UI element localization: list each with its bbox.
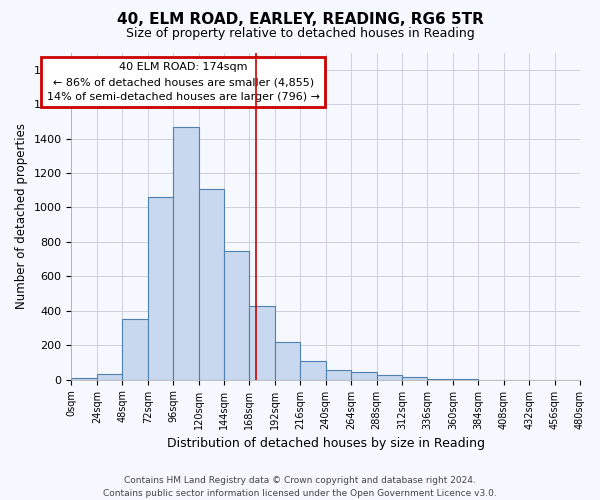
Text: Size of property relative to detached houses in Reading: Size of property relative to detached ho… bbox=[125, 28, 475, 40]
Bar bbox=[97, 374, 122, 380]
Text: 40, ELM ROAD, EARLEY, READING, RG6 5TR: 40, ELM ROAD, EARLEY, READING, RG6 5TR bbox=[116, 12, 484, 28]
Bar bbox=[402, 377, 427, 380]
Text: 40 ELM ROAD: 174sqm
← 86% of detached houses are smaller (4,855)
14% of semi-det: 40 ELM ROAD: 174sqm ← 86% of detached ho… bbox=[47, 62, 320, 102]
Bar bbox=[300, 361, 326, 380]
Bar bbox=[427, 379, 453, 380]
Bar bbox=[199, 188, 224, 380]
Bar bbox=[71, 378, 97, 380]
Bar bbox=[377, 376, 402, 380]
Bar bbox=[326, 370, 351, 380]
X-axis label: Distribution of detached houses by size in Reading: Distribution of detached houses by size … bbox=[167, 437, 485, 450]
Bar bbox=[173, 126, 199, 380]
Bar bbox=[250, 306, 275, 380]
Y-axis label: Number of detached properties: Number of detached properties bbox=[15, 123, 28, 309]
Bar bbox=[453, 379, 478, 380]
Text: Contains HM Land Registry data © Crown copyright and database right 2024.
Contai: Contains HM Land Registry data © Crown c… bbox=[103, 476, 497, 498]
Bar bbox=[122, 320, 148, 380]
Bar bbox=[148, 197, 173, 380]
Bar bbox=[224, 252, 250, 380]
Bar bbox=[275, 342, 300, 380]
Bar bbox=[351, 372, 377, 380]
